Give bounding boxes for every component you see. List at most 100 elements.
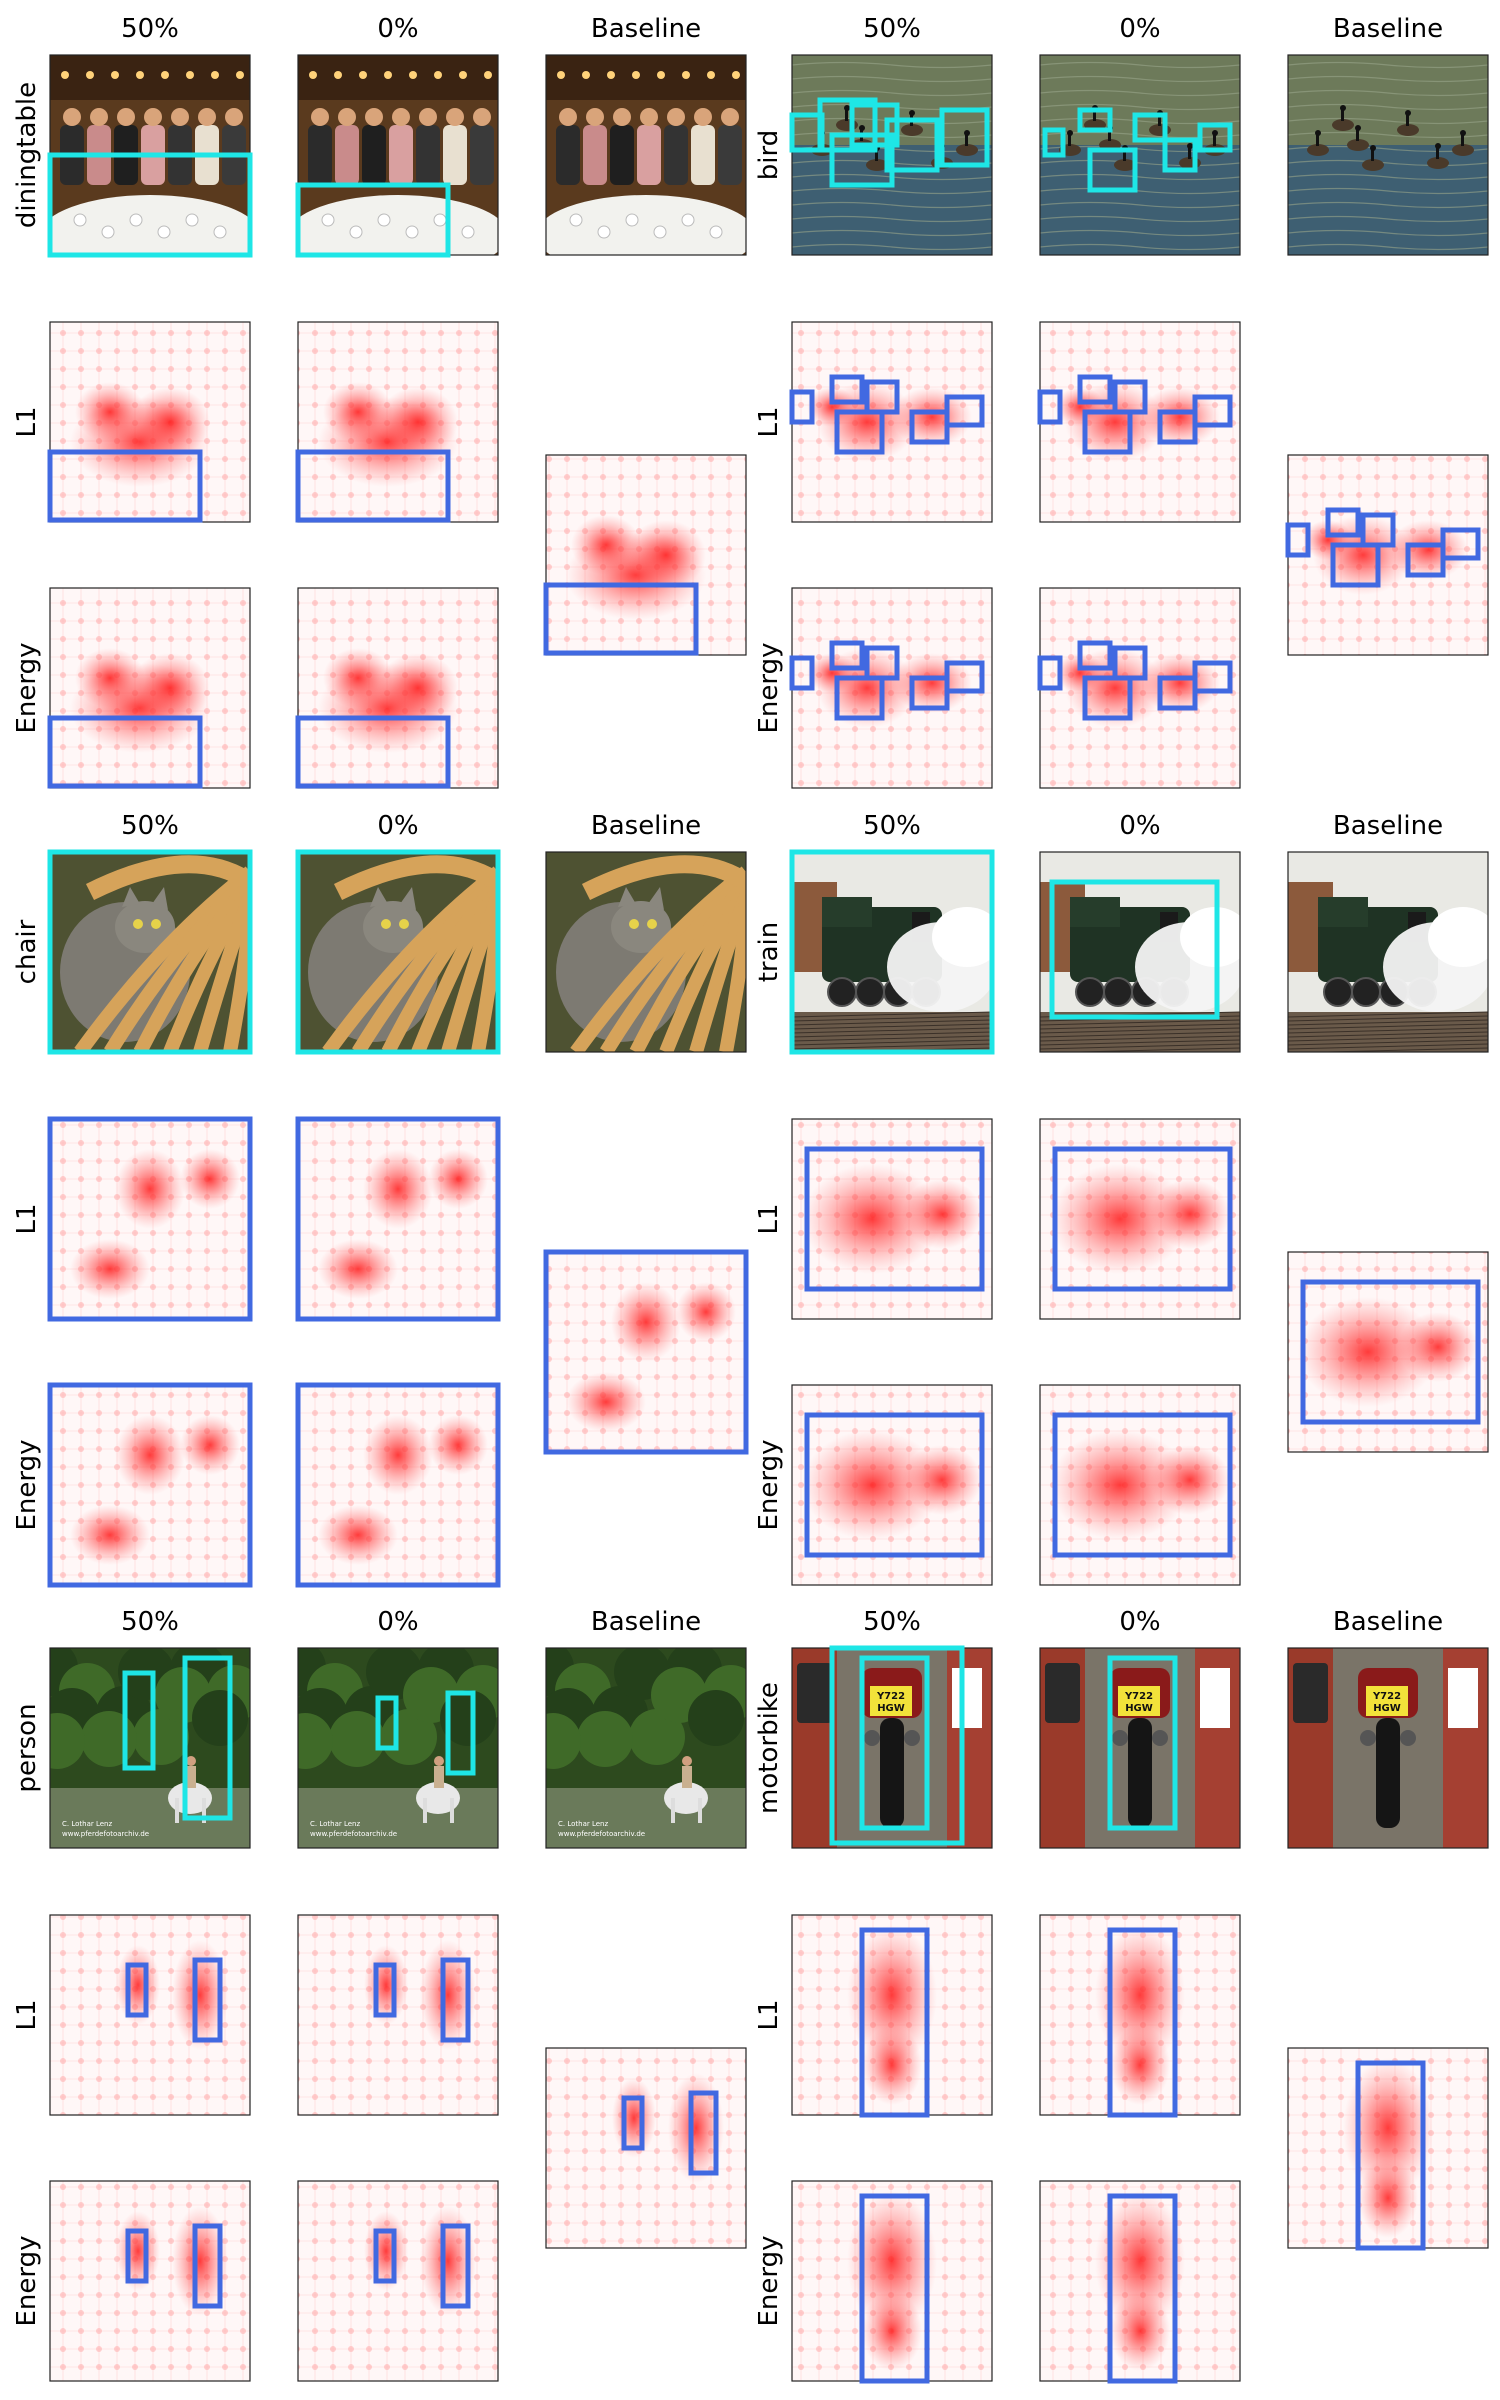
watermark-line-2: www.pferdefotoarchiv.de [310,1830,397,1838]
panel-frame [1287,851,1489,1053]
row-label-energy: Energy [12,1439,42,1530]
gt-box [1042,127,1066,158]
heatmap-panel-chair-energy-1 [298,1385,498,1585]
gt-box [295,182,451,258]
panel-frame [297,1647,499,1849]
panel-frame [791,54,993,256]
column-header-2: Baseline [591,1607,701,1637]
column-header-0: 50% [121,1607,179,1637]
heatmap-panel-motorbike-energy-0 [792,2181,992,2381]
pred-box [295,449,451,523]
heatmap-panel-bird-l1-1 [1040,322,1240,522]
heatmap-panel-motorbike-l1-0 [792,1915,992,2115]
heatmap-panel-motorbike-energy-1 [1040,2181,1240,2381]
gt-box [1197,122,1233,153]
gt-box [817,97,878,153]
pred-box [834,409,885,455]
pred-box [1192,660,1233,694]
pred-box [1107,1927,1178,2118]
column-header-0: 50% [863,811,921,841]
gt-box [375,1695,399,1751]
pred-box [1355,2060,1426,2251]
pred-box [1037,389,1063,425]
heatmap-panel-train-l1-0 [792,1119,992,1319]
gt-box [939,107,990,168]
heatmap-panel-diningtable-baseline [546,455,746,655]
pred-box [1077,374,1113,405]
gt-box [445,1690,476,1776]
column-header-1: 0% [1119,14,1160,44]
row-label-l1: L1 [12,1999,42,2030]
pred-box [1112,645,1148,681]
row-label-energy: Energy [12,2235,42,2326]
pred-box [944,394,985,428]
pred-box [1077,640,1113,671]
heatmap-panel-chair-l1-0 [50,1119,250,1319]
panel-frame [1287,1647,1489,1849]
heatmap-panel-motorbike-baseline [1288,2048,1488,2248]
panel-frame [1039,1647,1241,1849]
pred-box [1037,655,1063,691]
pred-box [804,1412,985,1558]
heatmap-panel-chair-l1-1 [298,1119,498,1319]
heatmap-panel-diningtable-energy-1 [298,588,498,788]
pred-box [47,1382,253,1588]
panel-frame [297,1914,499,2116]
pred-box [1052,1146,1233,1292]
panel-frame [545,1647,747,1849]
plate-text-bottom: HGW [1125,1703,1153,1714]
pred-box [47,449,203,523]
class-label: bird [754,130,784,180]
heatmap-panel-diningtable-energy-0 [50,588,250,788]
heatmap-panel-diningtable-l1-0 [50,322,250,522]
photo-panel-bird-2 [1288,55,1488,255]
column-header-1: 0% [377,14,418,44]
gt-box [1162,137,1198,173]
pred-box [543,582,699,656]
column-header-1: 0% [377,811,418,841]
panel-frame [545,851,747,1053]
row-label-l1: L1 [12,1203,42,1234]
heatmap-panel-train-l1-1 [1040,1119,1240,1319]
pred-box [125,2228,149,2284]
panel-frame [1287,54,1489,256]
plate-text-bottom: HGW [877,1703,905,1714]
pred-box [1192,394,1233,428]
plate-text-top: Y722 [876,1691,905,1702]
gt-box [829,1645,965,1846]
pred-box [621,2095,645,2151]
watermark-line-2: www.pferdefotoarchiv.de [62,1830,149,1838]
gt-box [849,102,900,148]
photo-panel-person-1: C. Lothar Lenz www.pferdefotoarchiv.de [298,1648,498,1848]
pred-box [47,715,203,789]
row-label-energy: Energy [754,642,784,733]
panel-frame [791,1384,993,1586]
heatmap-panel-chair-baseline [546,1252,746,1452]
gt-box [122,1670,156,1771]
panel-frame [545,54,747,256]
heatmap-panel-person-energy-0 [50,2181,250,2381]
pred-box [1360,512,1396,548]
column-header-1: 0% [1119,811,1160,841]
pred-box [192,2223,223,2309]
gt-box [295,849,501,1055]
heatmap-panel-bird-energy-1 [1040,588,1240,788]
column-header-0: 50% [121,14,179,44]
gt-box [1077,107,1113,133]
heatmap-panel-chair-energy-0 [50,1385,250,1585]
gt-box [789,849,995,1055]
panel-frame [1287,1251,1489,1453]
panel-frame [49,1647,251,1849]
column-header-0: 50% [121,811,179,841]
panel-frame [1039,1118,1241,1320]
photo-panel-diningtable-2 [546,55,746,255]
gt-box [182,1655,233,1821]
column-header-2: Baseline [1333,1607,1443,1637]
class-label: chair [12,919,42,984]
heatmap-panel-diningtable-l1-1 [298,322,498,522]
pred-box [295,715,451,789]
gt-box [859,1655,930,1831]
panel-frame [49,2180,251,2382]
